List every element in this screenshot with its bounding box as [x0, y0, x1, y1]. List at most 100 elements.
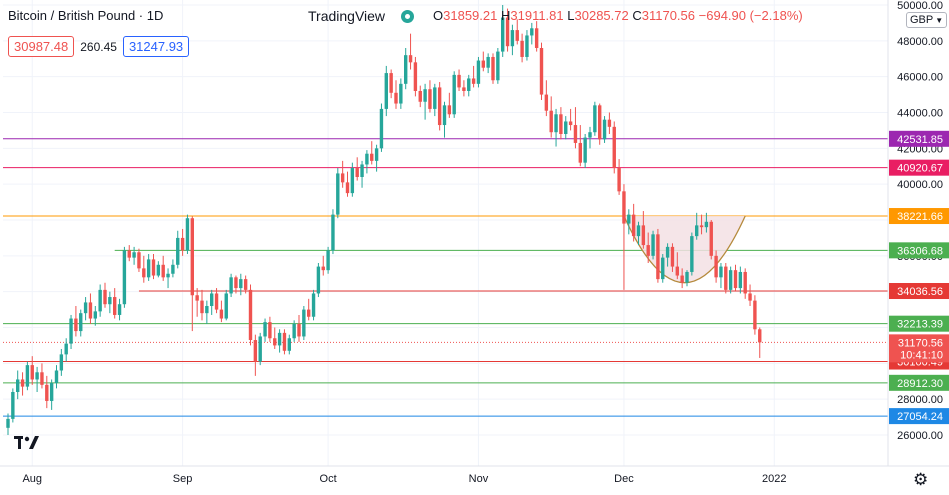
candle-body	[219, 309, 224, 319]
level-tag-bg	[889, 408, 949, 425]
candle-body	[481, 60, 485, 68]
candle	[54, 365, 59, 389]
candle-body	[593, 105, 597, 133]
candle-body	[108, 297, 112, 305]
candle-body	[510, 30, 515, 47]
level-tag-bg	[889, 315, 949, 332]
candle	[321, 255, 325, 276]
candle-body	[520, 40, 524, 57]
candle	[622, 184, 626, 290]
candle-body	[515, 30, 519, 41]
candle-body	[559, 114, 563, 134]
candle	[263, 318, 267, 342]
candle-body	[287, 338, 291, 351]
candle-body	[622, 191, 626, 224]
high-value: 31911.81	[510, 8, 564, 23]
candle	[486, 53, 490, 74]
candle	[428, 80, 432, 113]
candle-body	[205, 306, 209, 314]
level-tag-bg	[889, 130, 949, 147]
candle	[374, 144, 379, 172]
candle	[554, 108, 558, 147]
candle	[20, 372, 25, 396]
level-tag-bg	[889, 374, 949, 391]
candle	[433, 83, 437, 117]
candle-body	[501, 17, 505, 52]
candle-body	[117, 304, 122, 315]
candle-body	[695, 225, 699, 237]
candle	[651, 230, 655, 260]
x-tick-label: Oct	[320, 473, 337, 485]
candle-body	[467, 78, 471, 91]
candle	[350, 162, 355, 197]
candle	[69, 314, 73, 349]
candle	[646, 232, 650, 263]
x-tick-label: Sep	[173, 473, 193, 485]
spread-value: 260.45	[80, 39, 117, 54]
candle	[74, 306, 78, 337]
buy-price-button[interactable]: 31247.93	[122, 36, 190, 57]
candle-body	[452, 74, 456, 115]
candle	[719, 263, 723, 289]
candle-body	[11, 392, 15, 419]
candle	[404, 48, 408, 90]
candle	[239, 273, 243, 296]
candle	[365, 150, 369, 174]
candle-body	[321, 266, 325, 271]
candle-body	[20, 379, 25, 387]
candle-body	[98, 289, 102, 312]
candle-body	[413, 62, 418, 91]
candle-body	[79, 313, 83, 332]
candle-body	[345, 182, 350, 194]
candle	[568, 108, 573, 131]
candle-body	[113, 297, 117, 315]
candle-body	[680, 275, 684, 283]
candle-body	[49, 383, 54, 401]
candle	[132, 246, 136, 265]
ohlc-values: O31859.21 H31911.81 L30285.72 C31170.56 …	[433, 8, 803, 23]
cup-curve	[623, 215, 746, 284]
candle-body	[389, 73, 393, 93]
candle-body	[670, 246, 675, 267]
candle	[45, 375, 49, 409]
candle-body	[146, 259, 151, 278]
change-value: −694.90 (−2.18%)	[698, 8, 803, 23]
candle-body	[224, 293, 228, 319]
candle	[573, 107, 578, 149]
candle	[758, 327, 762, 358]
candle	[282, 329, 287, 355]
candle	[122, 246, 127, 308]
candle	[670, 243, 675, 272]
candle	[685, 270, 689, 287]
symbol-title[interactable]: Bitcoin / British Pound · 1D	[8, 8, 164, 23]
candle-body	[685, 271, 689, 283]
candle-body	[743, 271, 747, 294]
candle-body	[437, 87, 442, 126]
candle-body	[525, 35, 529, 57]
candle	[79, 309, 83, 337]
candle	[229, 273, 233, 298]
candle	[695, 212, 699, 240]
candle-body	[127, 250, 131, 258]
x-tick-label: Dec	[614, 473, 634, 485]
candle	[268, 316, 272, 342]
candle	[370, 141, 374, 165]
candle-body	[200, 300, 204, 314]
sell-price-button[interactable]: 30987.48	[8, 36, 75, 57]
candle	[728, 266, 733, 294]
y-tick-label: 50000.00	[897, 0, 943, 12]
candle	[510, 24, 515, 56]
settings-gear-icon[interactable]: ⚙	[913, 470, 929, 489]
candle	[117, 298, 122, 321]
candle-body	[583, 137, 587, 163]
candle	[593, 101, 597, 136]
candle	[748, 284, 752, 306]
currency-selector[interactable]: GBP ▼	[906, 12, 948, 28]
candle-body	[142, 268, 146, 278]
candle-body	[59, 354, 64, 371]
candle	[467, 74, 471, 97]
axes: 26000.0028000.0030000.0032000.0034000.00…	[0, 0, 949, 485]
candle-body	[302, 309, 306, 337]
candle	[16, 370, 20, 400]
